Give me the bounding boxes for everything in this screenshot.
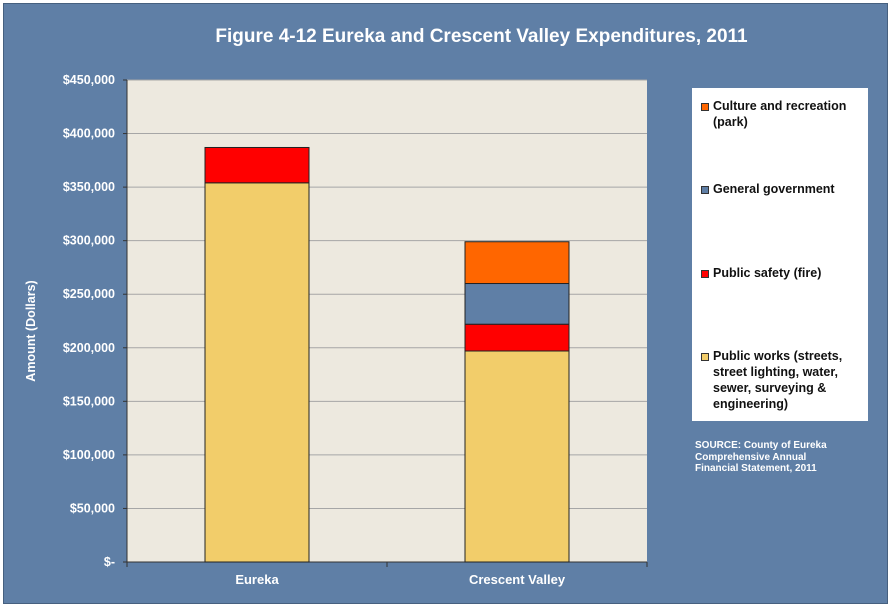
bar-segment <box>464 283 570 325</box>
y-tick-label: $450,000 <box>63 73 115 87</box>
y-tick-label: $150,000 <box>63 394 115 408</box>
bar-segment <box>464 241 570 285</box>
chart-title: Figure 4-12 Eureka and Crescent Valley E… <box>215 26 748 47</box>
source-note: SOURCE: County of Eureka Comprehensive A… <box>695 440 827 474</box>
legend-item-public-safety: Public safety (fire) <box>701 265 866 281</box>
legend-swatch-general-government <box>701 186 709 194</box>
y-tick-label: $350,000 <box>63 180 115 194</box>
bar-segment <box>204 146 310 184</box>
legend-item-public-works: Public works (streets, street lighting, … <box>701 348 866 412</box>
legend-label-culture: Culture and recreation (park) <box>713 99 847 129</box>
chart-frame: Figure 4-12 Eureka and Crescent Valley E… <box>3 3 888 604</box>
legend-item-general-government: General government <box>701 181 866 197</box>
legend-item-culture: Culture and recreation (park) <box>701 98 866 130</box>
legend-swatch-public-safety <box>701 270 709 278</box>
x-category-label: Crescent Valley <box>469 572 566 587</box>
y-tick-label: $50,000 <box>70 501 115 515</box>
y-tick-label: $200,000 <box>63 341 115 355</box>
legend-swatch-culture <box>701 103 709 111</box>
legend-label-general-government: General government <box>713 182 835 196</box>
y-tick-label: $- <box>104 555 115 569</box>
y-tick-label: $300,000 <box>63 234 115 248</box>
legend-label-public-safety: Public safety (fire) <box>713 266 822 280</box>
legend-label-public-works: Public works (streets, street lighting, … <box>713 349 843 411</box>
y-tick-label: $100,000 <box>63 448 115 462</box>
bar-segment <box>464 350 570 563</box>
bar-segment <box>204 182 310 563</box>
legend: Culture and recreation (park) General go… <box>692 88 868 421</box>
chart-plot: $- $50,000 $100,000 $150,000 $200,000 $250,00… <box>24 73 648 587</box>
legend-swatch-public-works <box>701 353 709 361</box>
x-category-label: Eureka <box>235 572 279 587</box>
bar-segment <box>464 323 570 352</box>
y-tick-label: $250,000 <box>63 287 115 301</box>
y-axis-title: Amount (Dollars) <box>24 280 38 381</box>
y-tick-label: $400,000 <box>63 127 115 141</box>
